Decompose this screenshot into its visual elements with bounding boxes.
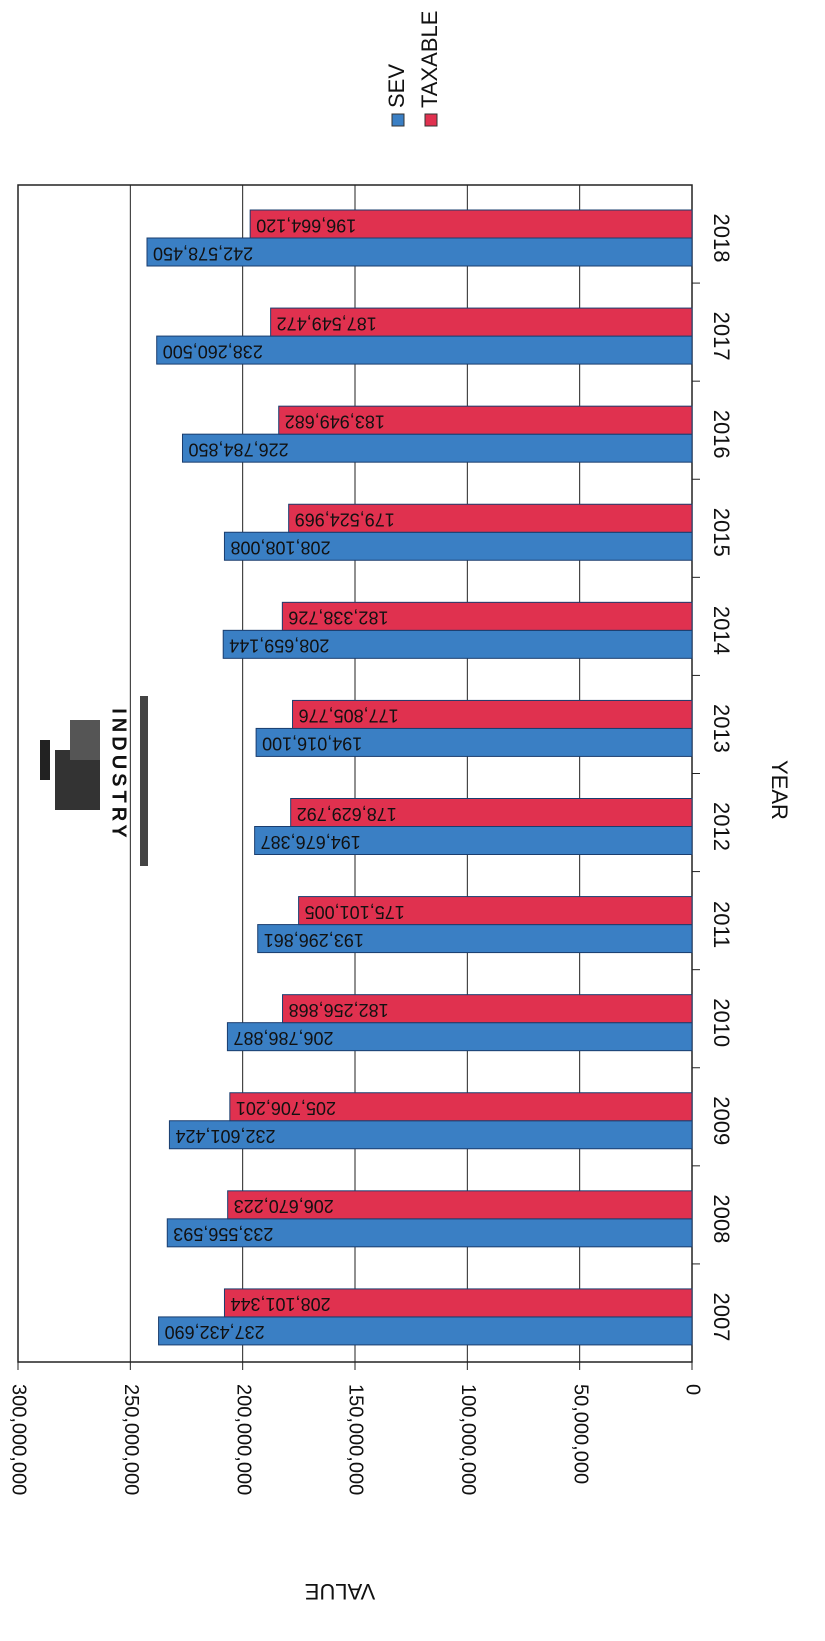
bar	[226, 1022, 693, 1052]
logo	[40, 696, 148, 866]
legend-label: SEV	[384, 64, 409, 108]
data-label: 194,676,387	[261, 832, 361, 852]
bar	[255, 727, 693, 757]
data-label: 237,432,690	[165, 1322, 265, 1342]
bar	[282, 994, 693, 1024]
bar	[257, 924, 693, 954]
data-label: 182,338,726	[288, 608, 388, 628]
legend-label: TAXABLE	[417, 11, 442, 108]
bar	[146, 237, 693, 267]
y-tick-label: 2016	[709, 410, 734, 459]
bar	[181, 433, 693, 463]
data-label: 194,016,100	[262, 734, 362, 754]
data-label: 205,706,201	[236, 1098, 336, 1118]
data-label: 177,805,776	[299, 706, 399, 726]
data-label: 182,256,868	[289, 1000, 389, 1020]
x-tick-label: 150,000,000	[345, 1384, 367, 1495]
data-label: 193,296,861	[264, 930, 364, 950]
data-label: 196,664,120	[256, 215, 356, 235]
bar	[223, 1288, 693, 1318]
y-tick-label: 2007	[709, 1292, 734, 1341]
data-label: 179,524,969	[295, 510, 395, 530]
y-tick-label: 2014	[709, 606, 734, 655]
y-tick-label: 2010	[709, 998, 734, 1047]
bar	[156, 335, 693, 365]
bar	[298, 896, 693, 926]
y-tick-label: 2012	[709, 802, 734, 851]
logo-text: INDUSTRY	[108, 708, 130, 841]
x-tick-label: 50,000,000	[569, 1384, 591, 1484]
data-label: 206,670,223	[234, 1196, 334, 1216]
x-tick-label: 300,000,000	[8, 1384, 30, 1495]
data-label: 178,629,792	[297, 804, 397, 824]
bar	[158, 1316, 693, 1346]
x-axis-title: VALUE	[305, 1579, 376, 1604]
data-label: 242,578,450	[153, 243, 253, 263]
y-tick-label: 2018	[709, 214, 734, 263]
legend-swatch	[424, 113, 438, 127]
data-label: 208,101,344	[230, 1294, 330, 1314]
data-label: 175,101,005	[305, 902, 405, 922]
data-label: 187,549,472	[277, 313, 377, 333]
data-label: 238,260,500	[163, 341, 263, 361]
legend-swatch	[391, 113, 405, 127]
data-label: 208,659,144	[229, 636, 329, 656]
y-tick-label: 2017	[709, 312, 734, 361]
data-label: 183,949,682	[285, 411, 385, 431]
x-tick-label: 0	[682, 1384, 704, 1395]
y-axis-title: YEAR	[767, 760, 792, 820]
y-tick-label: 2011	[709, 901, 734, 948]
data-label: 226,784,850	[188, 439, 288, 459]
data-label: 233,556,593	[173, 1224, 273, 1244]
bar	[227, 1190, 693, 1220]
y-tick-label: 2008	[709, 1194, 734, 1243]
bar	[292, 699, 693, 729]
bar	[254, 826, 693, 855]
bar	[223, 531, 693, 561]
data-label: 206,786,887	[233, 1028, 333, 1048]
data-label: 208,108,008	[230, 538, 330, 558]
data-label: 232,601,424	[175, 1126, 275, 1146]
bar	[229, 1092, 693, 1122]
y-tick-label: 2013	[709, 704, 734, 753]
y-tick-label: 2009	[709, 1096, 734, 1145]
bar	[270, 307, 693, 337]
bar	[166, 1218, 693, 1248]
bar	[249, 209, 693, 239]
bar	[288, 503, 693, 533]
bar	[278, 405, 693, 435]
bar	[290, 798, 693, 827]
x-tick-label: 100,000,000	[457, 1384, 479, 1495]
x-tick-label: 200,000,000	[232, 1384, 254, 1495]
bar	[222, 629, 693, 659]
bar	[281, 601, 693, 631]
y-tick-label: 2015	[709, 508, 734, 557]
bar	[168, 1120, 693, 1150]
x-tick-label: 250,000,000	[120, 1384, 142, 1495]
